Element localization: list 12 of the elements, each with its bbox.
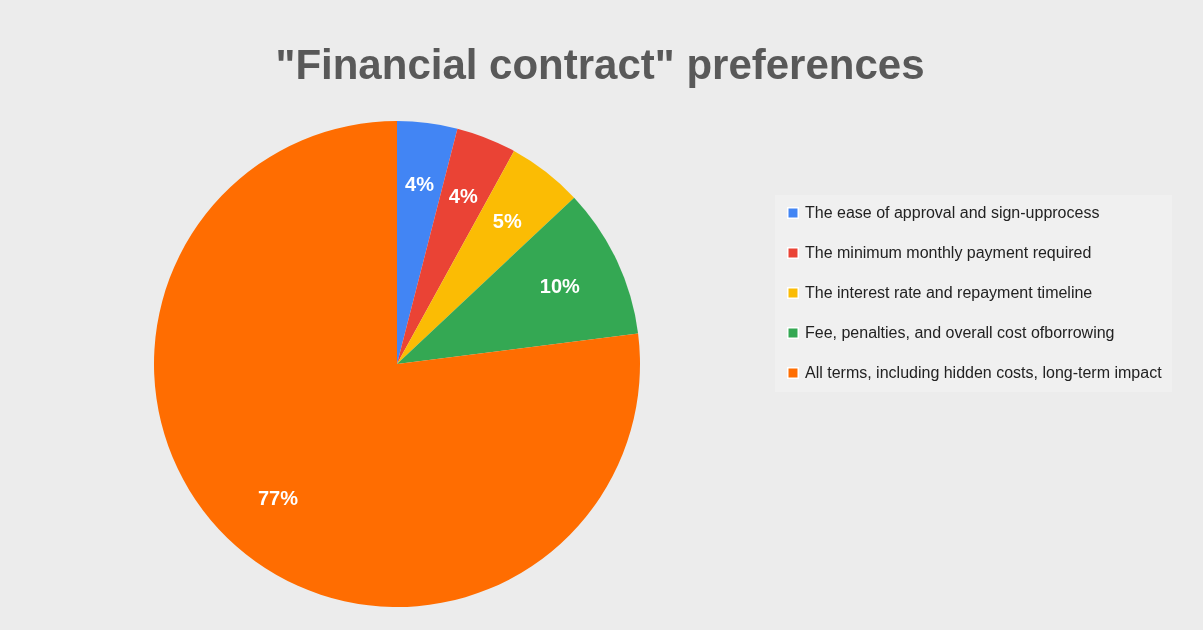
chart-title: "Financial contract" preferences xyxy=(275,41,925,88)
data-label: 4% xyxy=(448,184,478,207)
data-label: 77% xyxy=(257,487,299,510)
data-label: 10% xyxy=(539,275,581,298)
legend-label: The minimum monthly payment required xyxy=(805,244,1092,261)
legend-label: The ease of approval and sign-upprocess xyxy=(805,204,1100,221)
pie-slice xyxy=(154,121,640,607)
data-label: 5% xyxy=(492,209,522,232)
legend-label: All terms, including hidden costs, long-term impact xyxy=(805,364,1163,381)
data-label: 4% xyxy=(405,173,435,196)
legend-label: Fee, penalties, and overall cost ofborrowing xyxy=(805,324,1115,341)
legend-label: The interest rate and repayment timeline xyxy=(805,284,1093,301)
